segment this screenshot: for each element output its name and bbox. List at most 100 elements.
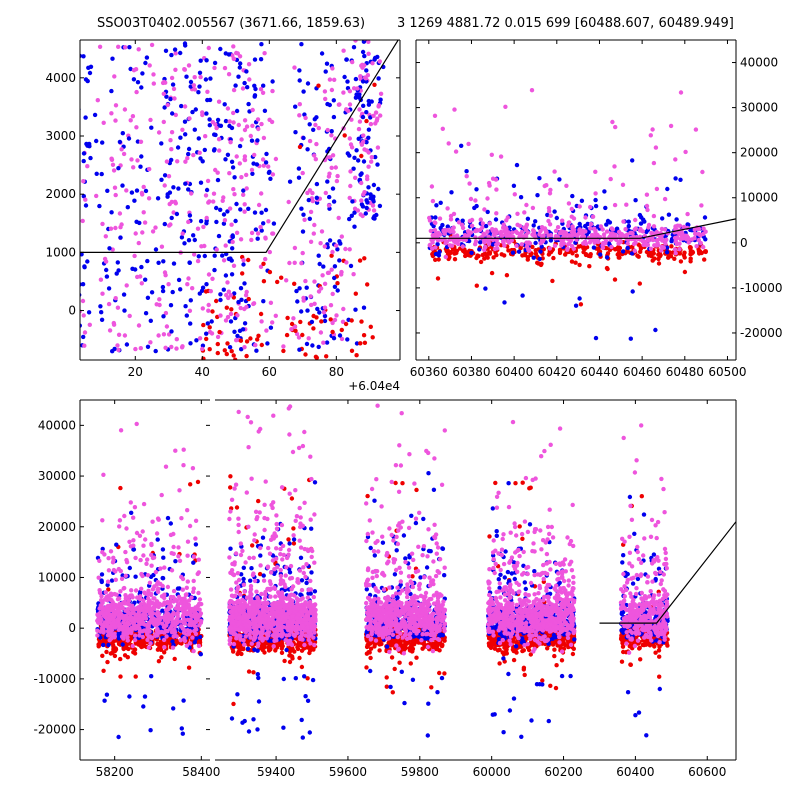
data-point	[212, 66, 216, 70]
data-point	[97, 576, 101, 580]
data-point	[147, 645, 151, 649]
data-point	[252, 84, 256, 88]
data-point	[228, 140, 232, 144]
data-point	[429, 229, 433, 233]
data-point	[351, 272, 355, 276]
data-point	[88, 71, 92, 75]
data-point	[163, 183, 167, 187]
data-point	[562, 241, 566, 245]
data-point	[292, 541, 296, 545]
data-point	[348, 247, 352, 251]
data-point	[81, 219, 85, 223]
data-point	[231, 165, 235, 169]
data-point	[613, 203, 617, 207]
data-point	[301, 251, 305, 255]
data-point	[100, 518, 104, 522]
data-point	[673, 224, 677, 228]
data-point	[361, 50, 365, 54]
data-point	[181, 698, 185, 702]
data-point	[649, 231, 653, 235]
data-point	[162, 650, 166, 654]
y-tick-label: -10000	[33, 672, 76, 686]
data-point	[199, 181, 203, 185]
data-point	[442, 229, 446, 233]
data-point	[665, 187, 669, 191]
data-point	[552, 209, 556, 213]
data-point	[292, 65, 296, 69]
data-point	[134, 231, 138, 235]
data-point	[372, 183, 376, 187]
data-point	[370, 61, 374, 65]
data-point	[678, 178, 682, 182]
data-point	[164, 634, 168, 638]
data-point	[310, 191, 314, 195]
data-point	[216, 342, 220, 346]
data-point	[255, 337, 259, 341]
data-point	[304, 581, 308, 585]
data-point	[649, 247, 653, 251]
data-point	[191, 649, 195, 653]
data-point	[583, 215, 587, 219]
data-point	[187, 147, 191, 151]
data-point	[109, 111, 113, 115]
data-point	[233, 219, 237, 223]
data-point	[232, 88, 236, 92]
data-point	[129, 631, 133, 635]
data-point	[167, 617, 171, 621]
data-point	[302, 218, 306, 222]
data-point	[81, 282, 85, 286]
data-point	[332, 199, 336, 203]
data-point	[474, 187, 478, 191]
data-point	[324, 69, 328, 73]
data-point	[333, 285, 337, 289]
x-tick-label: 58400	[182, 765, 220, 779]
data-point	[594, 204, 598, 208]
data-point	[583, 247, 587, 251]
data-point	[589, 222, 593, 226]
data-point	[553, 244, 557, 248]
data-point	[515, 212, 519, 216]
data-point	[327, 174, 331, 178]
data-point	[188, 482, 192, 486]
data-point	[161, 547, 165, 551]
data-point	[369, 325, 373, 329]
data-point	[299, 207, 303, 211]
data-point	[364, 76, 368, 80]
data-point	[228, 256, 232, 260]
data-point	[433, 228, 437, 232]
data-point	[371, 114, 375, 118]
data-point	[130, 593, 134, 597]
data-point	[207, 303, 211, 307]
data-point	[95, 172, 99, 176]
data-point	[588, 226, 592, 230]
data-point	[594, 336, 598, 340]
data-point	[187, 666, 191, 670]
data-point	[256, 231, 260, 235]
data-point	[74, 172, 78, 176]
data-point	[261, 536, 265, 540]
data-point	[117, 333, 121, 337]
data-point	[139, 85, 143, 89]
data-point	[125, 560, 129, 564]
data-point	[122, 586, 126, 590]
data-point	[438, 216, 442, 220]
data-point	[491, 255, 495, 259]
data-point	[361, 133, 365, 137]
data-point	[220, 253, 224, 257]
x-offset-label: +6.04e4	[348, 379, 400, 393]
data-point	[213, 61, 217, 65]
data-point	[343, 247, 347, 251]
data-point	[256, 117, 260, 121]
data-point	[221, 195, 225, 199]
data-point	[308, 122, 312, 126]
data-point	[448, 243, 452, 247]
data-point	[318, 262, 322, 266]
y-tick-label: 20000	[38, 520, 76, 534]
data-point	[137, 47, 141, 51]
data-point	[183, 120, 187, 124]
y-tick-label: 0	[68, 621, 76, 635]
data-point	[328, 103, 332, 107]
data-point	[68, 152, 72, 156]
data-point	[83, 115, 87, 119]
